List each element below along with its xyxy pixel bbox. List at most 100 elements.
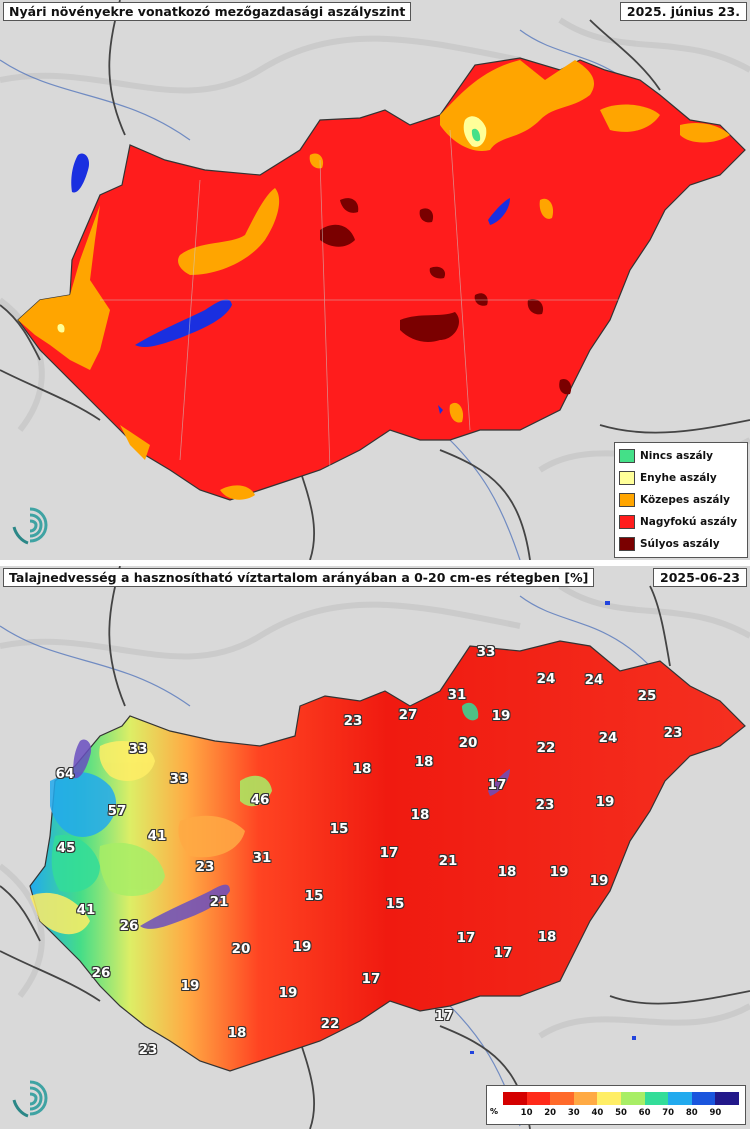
- station-value: 17: [456, 930, 476, 946]
- legend-item-none: Nincs aszály: [619, 445, 743, 467]
- legend-label: Enyhe aszály: [640, 472, 717, 484]
- station-value: 24: [598, 730, 618, 746]
- legend-label: Nincs aszály: [640, 450, 713, 462]
- station-value: 19: [180, 978, 200, 994]
- colorbar-tick: 70: [662, 1108, 675, 1118]
- colorbar-tick: 60: [638, 1108, 651, 1118]
- colorbar-segment: [691, 1092, 716, 1105]
- colorbar-tick: 20: [544, 1108, 557, 1118]
- legend-label: Közepes aszály: [640, 494, 730, 506]
- station-value: 26: [119, 918, 139, 934]
- station-value: 33: [169, 771, 189, 787]
- panel-divider: [0, 560, 750, 566]
- station-value: 19: [278, 985, 298, 1001]
- station-value: 46: [250, 792, 270, 808]
- station-value: 25: [637, 688, 657, 704]
- map-title: Nyári növényekre vonatkozó mezőgazdasági…: [3, 2, 412, 21]
- colorbar-segment: [715, 1092, 740, 1105]
- station-value: 20: [231, 941, 251, 957]
- station-value: 19: [549, 864, 569, 880]
- station-value: 19: [589, 873, 609, 889]
- colorbar-segment: [573, 1092, 598, 1105]
- station-value: 27: [398, 707, 418, 723]
- station-value: 26: [91, 965, 111, 981]
- colorbar-tick: 50: [615, 1108, 627, 1118]
- colorbar-segment: [526, 1092, 551, 1105]
- station-value: 33: [128, 741, 148, 757]
- soil-moisture-panel: Talajnedvesség a hasznosítható víztartal…: [0, 566, 750, 1129]
- colorbar-tick: 80: [685, 1108, 698, 1118]
- colorbar-segment: [503, 1092, 528, 1105]
- colorbar-tick: 30: [567, 1108, 580, 1118]
- station-value: 23: [663, 725, 683, 741]
- legend-item-mild: Enyhe aszály: [619, 467, 743, 489]
- station-value: 31: [447, 687, 467, 703]
- station-value: 23: [343, 713, 363, 729]
- drought-map-panel: Nyári növényekre vonatkozó mezőgazdasági…: [0, 0, 750, 560]
- colorbar-segment: [668, 1092, 693, 1105]
- legend-item-large: Nagyfokú aszály: [619, 511, 743, 533]
- station-value: 22: [536, 740, 556, 756]
- station-value: 18: [227, 1025, 247, 1041]
- colorbar-segment: [597, 1092, 622, 1105]
- station-value: 17: [487, 777, 507, 793]
- lake-balaton: [135, 299, 232, 348]
- station-value: 23: [138, 1042, 158, 1058]
- soil-moisture-map: [0, 566, 750, 1129]
- station-value: 15: [304, 888, 324, 904]
- station-value: 17: [493, 945, 513, 961]
- station-value: 41: [147, 828, 167, 844]
- drought-legend: Nincs aszály Enyhe aszály Közepes aszály…: [614, 442, 748, 558]
- station-value: 57: [107, 803, 127, 819]
- station-value: 23: [535, 797, 555, 813]
- station-value: 20: [458, 735, 478, 751]
- station-value: 18: [414, 754, 434, 770]
- station-value: 17: [379, 845, 399, 861]
- station-value: 19: [491, 708, 511, 724]
- station-value: 21: [438, 853, 458, 869]
- station-value: 24: [584, 672, 604, 688]
- country-shape: [29, 640, 746, 1072]
- agency-logo-icon: [12, 507, 48, 545]
- drought-map: [0, 0, 750, 560]
- station-value: 21: [209, 894, 229, 910]
- station-value: 17: [361, 971, 381, 987]
- legend-item-moderate: Közepes aszály: [619, 489, 743, 511]
- station-value: 45: [56, 840, 76, 856]
- station-value: 18: [410, 807, 430, 823]
- station-value: 15: [385, 896, 405, 912]
- colorbar-tick: 90: [709, 1108, 722, 1118]
- station-value: 19: [595, 794, 615, 810]
- station-value: 24: [536, 671, 556, 687]
- legend-label: Nagyfokú aszály: [640, 516, 738, 528]
- station-value: 31: [252, 850, 272, 866]
- legend-swatch: [619, 515, 635, 529]
- legend-swatch: [619, 537, 635, 551]
- map-title: Talajnedvesség a hasznosítható víztartal…: [3, 568, 595, 587]
- station-value: 18: [497, 864, 517, 880]
- station-value: 41: [76, 902, 96, 918]
- colorbar-strip: [503, 1092, 740, 1105]
- colorbar-tick: 10: [520, 1108, 533, 1118]
- map-date: 2025. június 23.: [619, 2, 747, 21]
- legend-label: Súlyos aszály: [640, 538, 720, 550]
- station-value: 18: [537, 929, 557, 945]
- station-value: 23: [195, 859, 215, 875]
- map-date: 2025-06-23: [653, 568, 747, 587]
- legend-swatch: [619, 471, 635, 485]
- severe-drought-zones: [320, 198, 572, 395]
- station-value: 33: [476, 644, 496, 660]
- colorbar-segment: [550, 1092, 575, 1105]
- station-value: 17: [434, 1008, 454, 1024]
- colorbar-segment: [644, 1092, 669, 1105]
- colorbar-segment: [621, 1092, 646, 1105]
- colorbar-tick: 40: [591, 1108, 604, 1118]
- station-value: 19: [292, 939, 312, 955]
- legend-swatch: [619, 449, 635, 463]
- station-value: 15: [329, 821, 349, 837]
- station-value: 22: [320, 1016, 340, 1032]
- station-value: 64: [55, 766, 75, 782]
- legend-swatch: [619, 493, 635, 507]
- colorbar-unit: %: [490, 1107, 499, 1116]
- agency-logo-icon: [12, 1080, 48, 1118]
